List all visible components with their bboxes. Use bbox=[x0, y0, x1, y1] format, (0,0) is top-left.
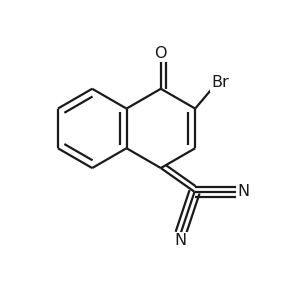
Text: Br: Br bbox=[211, 75, 229, 90]
Text: O: O bbox=[154, 46, 167, 61]
Text: N: N bbox=[175, 233, 187, 248]
Text: N: N bbox=[237, 184, 250, 199]
